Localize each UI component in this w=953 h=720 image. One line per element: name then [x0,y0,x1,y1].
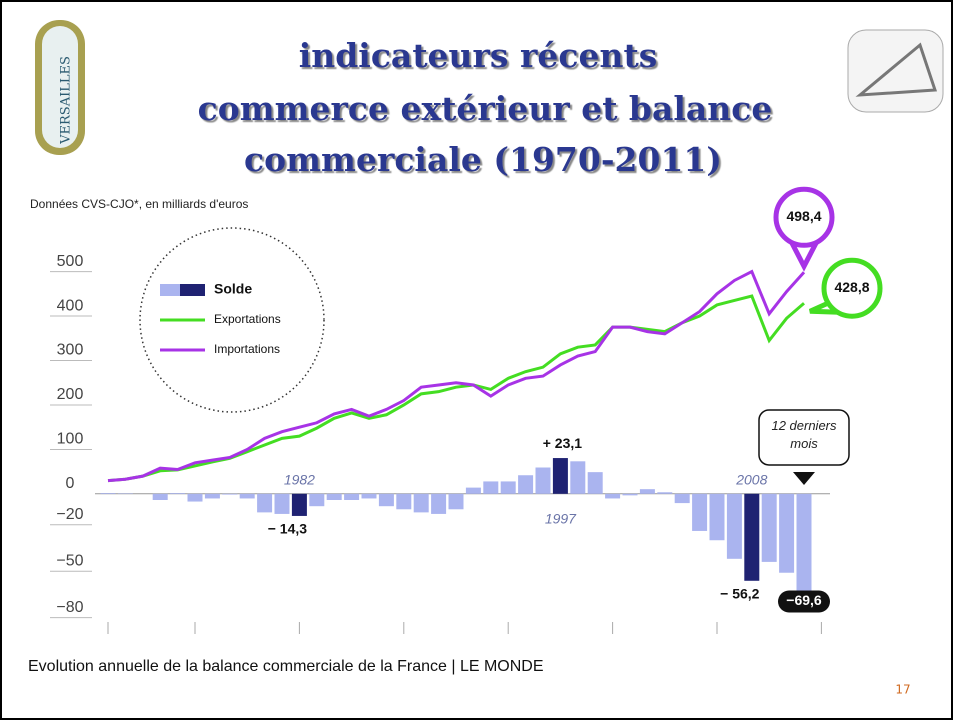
bar [274,493,290,514]
y2-tick-label: −50 [56,552,83,569]
value-label: 498,4 [786,208,821,224]
bar [257,493,273,513]
bar [465,487,481,494]
bar [431,493,447,514]
annotation-arrow [793,472,815,485]
bar [204,493,220,499]
bar [779,493,795,573]
legend-label: Importations [214,342,280,356]
caption: Evolution annuelle de la balance commerc… [28,658,544,675]
bar [483,481,499,494]
y-tick-label: 200 [57,386,84,403]
x-tick-label: 1982 [284,472,315,488]
logo-right [847,29,944,113]
bar [605,493,621,499]
line [107,269,806,483]
value-label-bubble [773,186,835,248]
value-label-bubble [821,257,883,319]
bar [796,493,812,602]
bar [187,493,203,502]
legend-frame [139,227,325,413]
bar [744,493,760,581]
bar [378,493,394,507]
chart-subtitle: Données CVS-CJO*, en milliards d'euros [30,197,248,211]
bar [692,493,708,531]
legend-label: Solde [214,281,252,297]
logo-left: VERSAILLES [35,20,85,155]
page-number: 17 [895,683,910,697]
legend-swatch [180,284,205,296]
x-tick-label: 1997 [545,511,577,527]
bar [100,493,116,494]
bar [326,493,342,500]
bar [413,493,429,513]
y-tick-label: 400 [57,297,84,314]
bar [535,467,551,494]
bar [622,493,638,496]
y-tick-label: 100 [57,431,84,448]
bar [761,493,777,562]
bar [552,458,568,494]
bar [587,472,603,494]
bar [639,489,655,494]
bar [674,493,690,504]
value-label: + 23,1 [543,435,583,451]
bar [361,493,377,499]
bar [239,493,255,499]
y-tick-label: 0 [66,475,75,492]
y2-tick-label: −80 [56,599,83,616]
title-line: commerce extérieur et balance [198,89,773,128]
legend-swatch [160,284,180,296]
bar [309,493,325,507]
value-label-badge [778,590,830,613]
bar [448,493,464,510]
legend-label: Exportations [214,312,281,326]
bar [344,493,360,500]
annotation: 12 derniers mois [771,418,837,451]
value-label: − 14,3 [268,521,308,537]
bar [518,475,534,494]
bar [726,493,742,559]
bar [709,493,725,541]
bar [500,481,516,494]
y-tick-label: 500 [57,253,84,270]
title-line: indicateurs récents [299,36,658,75]
bar [291,493,307,516]
value-label: −69,6 [786,592,822,608]
bar [152,493,168,500]
title-line: commerciale (1970-2011) [244,140,722,179]
value-label: 428,8 [834,279,869,295]
x-tick-label: 2008 [735,472,767,488]
y2-tick-label: −20 [56,506,83,523]
logo-text: VERSAILLES [59,56,74,145]
y-tick-label: 300 [57,342,84,359]
value-label: − 56,2 [720,585,760,601]
bar [170,493,186,494]
bar [570,461,586,494]
bar [222,493,238,495]
bar [657,492,673,494]
bar [396,493,412,510]
annotation-box [758,409,850,466]
